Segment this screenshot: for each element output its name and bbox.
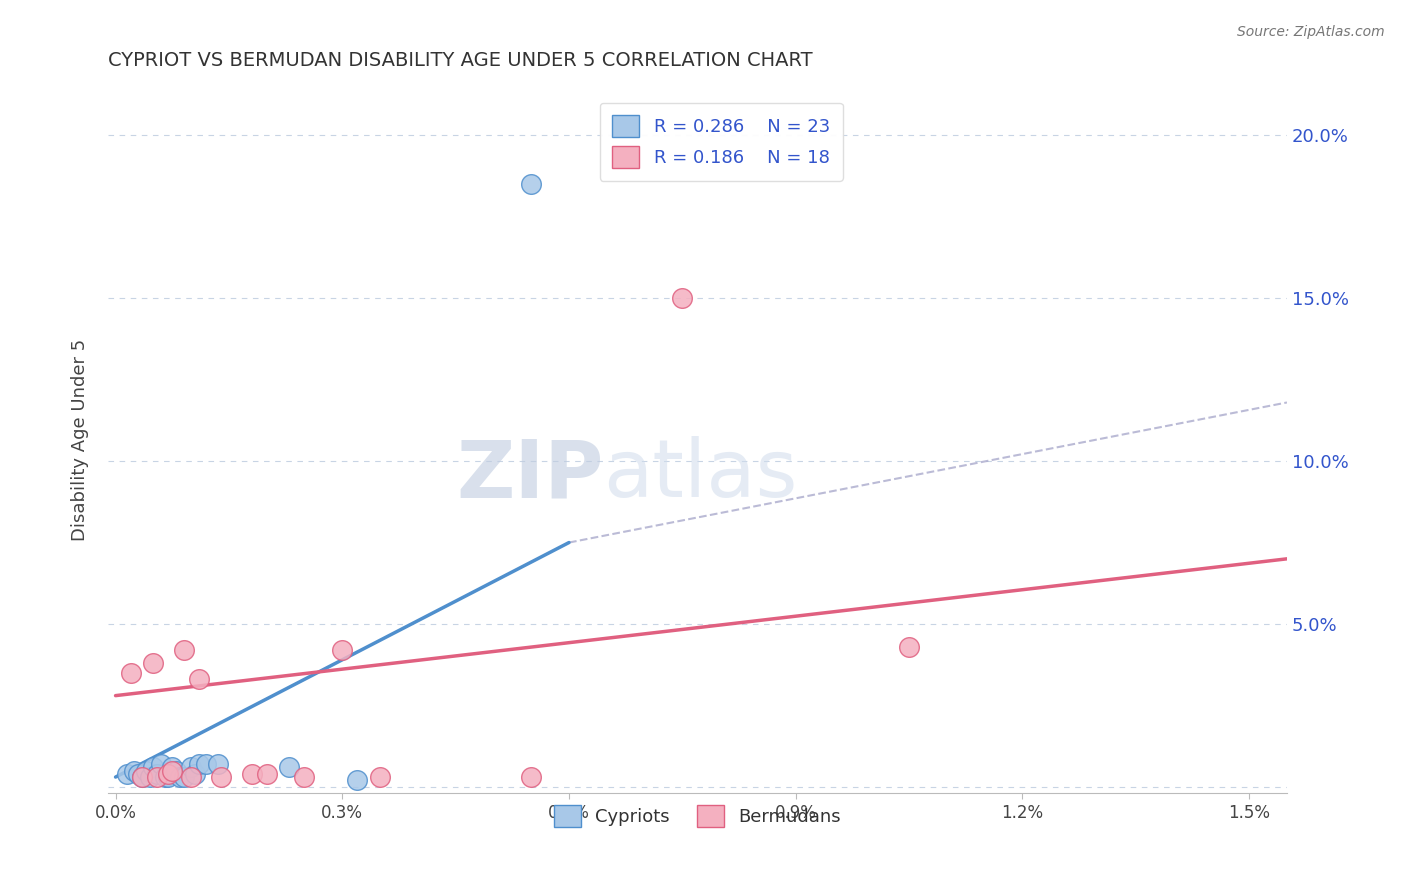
Point xyxy=(142,656,165,670)
Point xyxy=(180,770,202,784)
Point xyxy=(671,291,693,305)
Point xyxy=(146,770,169,784)
Point xyxy=(157,770,180,784)
Point xyxy=(153,770,176,784)
Point xyxy=(131,770,153,784)
Point xyxy=(368,770,391,784)
Point xyxy=(346,773,368,788)
Text: ZIP: ZIP xyxy=(456,436,603,515)
Point xyxy=(160,764,183,778)
Point xyxy=(115,766,138,780)
Point xyxy=(209,770,232,784)
Point xyxy=(120,665,142,680)
Point xyxy=(157,766,180,780)
Point xyxy=(146,766,169,780)
Point xyxy=(207,757,229,772)
Point xyxy=(135,764,157,778)
Y-axis label: Disability Age Under 5: Disability Age Under 5 xyxy=(72,339,89,541)
Text: atlas: atlas xyxy=(603,436,797,515)
Point xyxy=(138,770,160,784)
Point xyxy=(142,760,165,774)
Point xyxy=(149,757,172,772)
Point xyxy=(256,766,278,780)
Point xyxy=(131,770,153,784)
Point xyxy=(898,640,921,654)
Point xyxy=(330,643,353,657)
Text: Source: ZipAtlas.com: Source: ZipAtlas.com xyxy=(1237,25,1385,39)
Point xyxy=(160,760,183,774)
Point xyxy=(520,178,543,192)
Point xyxy=(187,673,209,687)
Point xyxy=(180,760,202,774)
Point xyxy=(187,757,209,772)
Point xyxy=(184,766,207,780)
Point xyxy=(240,766,263,780)
Point xyxy=(169,770,191,784)
Point xyxy=(124,764,146,778)
Text: CYPRIOT VS BERMUDAN DISABILITY AGE UNDER 5 CORRELATION CHART: CYPRIOT VS BERMUDAN DISABILITY AGE UNDER… xyxy=(108,51,813,70)
Point xyxy=(520,770,543,784)
Point xyxy=(127,766,149,780)
Point xyxy=(294,770,316,784)
Point xyxy=(278,760,301,774)
Point xyxy=(165,764,187,778)
Legend: Cypriots, Bermudans: Cypriots, Bermudans xyxy=(547,797,848,834)
Point xyxy=(173,770,195,784)
Point xyxy=(195,757,218,772)
Point xyxy=(173,643,195,657)
